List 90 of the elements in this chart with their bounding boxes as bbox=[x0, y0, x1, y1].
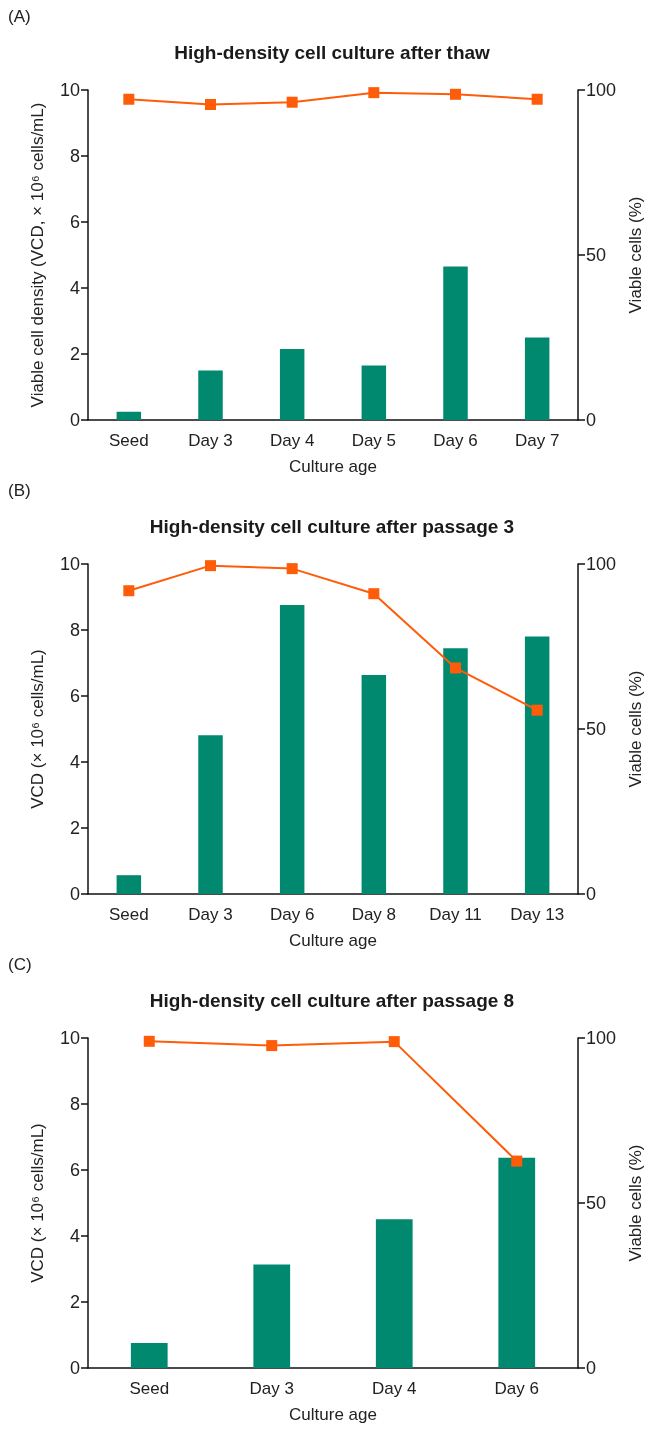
x-axis-title: Culture age bbox=[289, 1405, 377, 1424]
x-tick-label: Seed bbox=[129, 1379, 170, 1398]
x-tick-label: Day 7 bbox=[514, 431, 560, 450]
y2-tick-label: 100 bbox=[586, 80, 617, 100]
y2-tick-label: 50 bbox=[586, 719, 607, 739]
bar bbox=[253, 1264, 291, 1368]
y2-tick-label: 0 bbox=[586, 410, 597, 430]
chart-title: High-density cell culture after passage 8 bbox=[149, 990, 515, 1011]
y2-axis-title: Viable cells (%) bbox=[625, 1144, 645, 1262]
x-tick-label: Day 4 bbox=[372, 1379, 417, 1398]
x-tick-label: Day 3 bbox=[249, 1379, 294, 1398]
point bbox=[143, 1035, 155, 1047]
bar bbox=[443, 266, 468, 420]
y-tick-label: 2 bbox=[69, 818, 80, 838]
y-tick-label: 0 bbox=[69, 1358, 80, 1378]
x-tick-label: Day 6 bbox=[433, 431, 478, 450]
y-tick-label: 4 bbox=[69, 1226, 80, 1246]
x-tick-label: Day 13 bbox=[510, 905, 565, 924]
y-tick-label: 4 bbox=[69, 752, 80, 772]
bar bbox=[524, 337, 550, 420]
point bbox=[266, 1040, 278, 1052]
point bbox=[368, 588, 380, 600]
bar bbox=[375, 1219, 413, 1368]
x-tick-label: Day 11 bbox=[429, 905, 482, 924]
text: (C) bbox=[8, 955, 32, 974]
point bbox=[531, 93, 543, 105]
y-tick-label: 10 bbox=[59, 80, 80, 100]
bar bbox=[116, 875, 142, 894]
y-tick-label: 8 bbox=[69, 1094, 80, 1114]
point bbox=[123, 585, 135, 597]
y2-tick-label: 50 bbox=[586, 245, 607, 265]
y-tick-label: 2 bbox=[69, 344, 80, 364]
x-tick-label: Day 6 bbox=[269, 905, 315, 924]
x-tick-label: Day 6 bbox=[494, 1379, 539, 1398]
y-tick-label: 6 bbox=[69, 686, 80, 706]
y2-axis-title: Viable cells (%) bbox=[625, 196, 645, 314]
y-axis-title: Viable cell density (VCD, × 10⁶ cells/mL) bbox=[28, 102, 47, 408]
y-tick-label: 2 bbox=[69, 1292, 80, 1312]
y2-tick-label: 100 bbox=[586, 1028, 617, 1048]
y-tick-label: 8 bbox=[69, 620, 80, 640]
point bbox=[286, 96, 298, 108]
bar bbox=[443, 648, 468, 894]
text: (B) bbox=[8, 481, 31, 500]
y-tick-label: 10 bbox=[59, 1028, 80, 1048]
point bbox=[205, 560, 216, 572]
bar bbox=[524, 636, 550, 894]
y-axis-title: VCD (× 10⁶ cells/mL) bbox=[28, 649, 47, 809]
x-tick-label: Day 5 bbox=[351, 431, 397, 450]
y2-tick-label: 50 bbox=[586, 1193, 607, 1213]
y2-tick-label: 0 bbox=[586, 884, 597, 904]
bar bbox=[361, 674, 387, 894]
y2-axis-title: Viable cells (%) bbox=[625, 670, 645, 788]
x-tick-label: Day 3 bbox=[188, 905, 233, 924]
y-tick-label: 0 bbox=[69, 410, 80, 430]
text: (A) bbox=[8, 7, 31, 26]
y-tick-label: 6 bbox=[69, 212, 80, 232]
bar bbox=[498, 1157, 536, 1368]
chart-title: High-density cell culture after thaw bbox=[174, 42, 491, 63]
point bbox=[511, 1155, 523, 1167]
bar bbox=[279, 604, 305, 894]
x-tick-label: Day 3 bbox=[188, 431, 233, 450]
y-axis-title: VCD (× 10⁶ cells/mL) bbox=[28, 1123, 47, 1283]
chart-title: High-density cell culture after passage 3 bbox=[149, 516, 515, 537]
y2-tick-label: 0 bbox=[586, 1358, 597, 1378]
bar bbox=[279, 349, 305, 420]
x-tick-label: Seed bbox=[108, 431, 149, 450]
y-tick-label: 6 bbox=[69, 1160, 80, 1180]
point bbox=[286, 563, 298, 575]
x-axis-title: Culture age bbox=[289, 457, 377, 476]
y-tick-label: 8 bbox=[69, 146, 80, 166]
point bbox=[205, 99, 216, 111]
x-tick-label: Day 4 bbox=[269, 431, 315, 450]
point bbox=[531, 704, 543, 716]
x-axis-title: Culture age bbox=[289, 931, 377, 950]
y-tick-label: 0 bbox=[69, 884, 80, 904]
bar bbox=[361, 365, 387, 420]
point bbox=[388, 1036, 400, 1048]
x-tick-label: Seed bbox=[108, 905, 149, 924]
x-tick-label: Day 8 bbox=[351, 905, 397, 924]
bar bbox=[116, 411, 142, 420]
y-tick-label: 4 bbox=[69, 278, 80, 298]
point bbox=[368, 87, 380, 99]
point bbox=[450, 662, 461, 674]
point bbox=[450, 88, 461, 100]
y-tick-label: 10 bbox=[59, 554, 80, 574]
bar bbox=[130, 1342, 168, 1368]
y2-tick-label: 100 bbox=[586, 554, 617, 574]
bar bbox=[198, 370, 223, 420]
point bbox=[123, 93, 135, 105]
bar bbox=[198, 735, 223, 894]
